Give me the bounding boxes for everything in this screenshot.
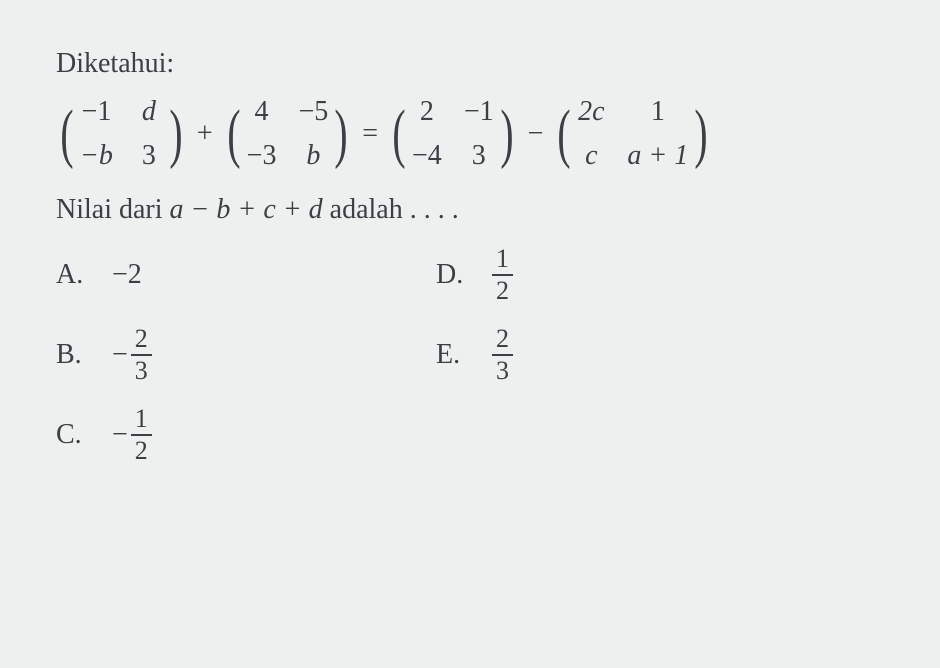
- paren-open: (: [392, 108, 405, 161]
- m2-r2c2: b: [298, 140, 328, 172]
- fraction-icon: 1 2: [492, 246, 513, 304]
- operator-plus: +: [193, 118, 217, 150]
- option-b-denominator: 3: [131, 356, 152, 384]
- m3-r1c1: 2: [412, 96, 442, 128]
- option-d-letter: D.: [436, 259, 468, 291]
- option-b-letter: B.: [56, 339, 88, 371]
- m1-r1c1: −1: [80, 96, 113, 128]
- paren-close: ): [169, 108, 182, 161]
- option-e-numerator: 2: [492, 326, 513, 356]
- option-d-denominator: 2: [492, 276, 513, 304]
- paren-close: ): [335, 108, 348, 161]
- option-e-denominator: 3: [492, 356, 513, 384]
- paren-close: ): [500, 108, 513, 161]
- operator-minus: −: [524, 118, 548, 150]
- m4-r1c2: 1: [627, 96, 688, 128]
- option-d: D. 1 2: [436, 246, 756, 304]
- operator-equals: =: [358, 118, 382, 150]
- m2-r2c1: −3: [247, 140, 277, 172]
- prompt-prefix: Nilai dari: [56, 194, 170, 225]
- option-c-denominator: 2: [131, 436, 152, 464]
- matrix-equation: ( −1 d −b 3 ) + ( 4 −5 −3 b ) = ( 2 −1 −…: [56, 92, 884, 176]
- m4-r1c1: 2c: [577, 96, 605, 128]
- m2-r1c1: 4: [247, 96, 277, 128]
- option-a-value: −2: [112, 259, 142, 291]
- m1-r1c2: d: [135, 96, 163, 128]
- m3-r2c1: −4: [412, 140, 442, 172]
- option-e-letter: E.: [436, 339, 468, 371]
- answer-options: A. −2 D. 1 2 B. − 2 3 E. 2 3: [56, 246, 756, 464]
- option-c-numerator: 1: [131, 406, 152, 436]
- paren-open: (: [558, 108, 571, 161]
- option-b-negative: −: [112, 339, 128, 371]
- option-c-letter: C.: [56, 419, 88, 451]
- question-prompt: Nilai dari a − b + c + d adalah . . . .: [56, 194, 884, 226]
- prompt-expression: a − b + c + d: [170, 194, 323, 225]
- matrix-2: ( 4 −5 −3 b ): [223, 92, 353, 176]
- paren-close: ): [695, 108, 708, 161]
- paren-open: (: [227, 108, 240, 161]
- fraction-icon: 2 3: [492, 326, 513, 384]
- m4-r2c1: c: [577, 140, 605, 172]
- fraction-icon: 2 3: [131, 326, 152, 384]
- option-e: E. 2 3: [436, 326, 756, 384]
- option-b: B. − 2 3: [56, 326, 376, 384]
- m1-r2c1: −b: [80, 140, 113, 172]
- fraction-icon: 1 2: [131, 406, 152, 464]
- option-a: A. −2: [56, 246, 376, 304]
- option-c: C. − 1 2: [56, 406, 376, 464]
- m3-r2c2: 3: [464, 140, 494, 172]
- m2-r1c2: −5: [298, 96, 328, 128]
- paren-open: (: [60, 108, 73, 161]
- matrix-3: ( 2 −1 −4 3 ): [388, 92, 518, 176]
- option-d-value: 1 2: [492, 246, 513, 304]
- prompt-suffix: adalah . . . .: [323, 194, 459, 225]
- question-intro: Diketahui:: [56, 48, 884, 80]
- option-b-numerator: 2: [131, 326, 152, 356]
- option-c-negative: −: [112, 419, 128, 451]
- m3-r1c2: −1: [464, 96, 494, 128]
- option-a-letter: A.: [56, 259, 88, 291]
- matrix-4: ( 2c 1 c a + 1 ): [553, 92, 712, 176]
- option-c-value: − 1 2: [112, 406, 152, 464]
- m4-r2c2: a + 1: [627, 140, 688, 172]
- option-d-numerator: 1: [492, 246, 513, 276]
- option-b-value: − 2 3: [112, 326, 152, 384]
- matrix-1: ( −1 d −b 3 ): [56, 92, 187, 176]
- option-e-value: 2 3: [492, 326, 513, 384]
- m1-r2c2: 3: [135, 140, 163, 172]
